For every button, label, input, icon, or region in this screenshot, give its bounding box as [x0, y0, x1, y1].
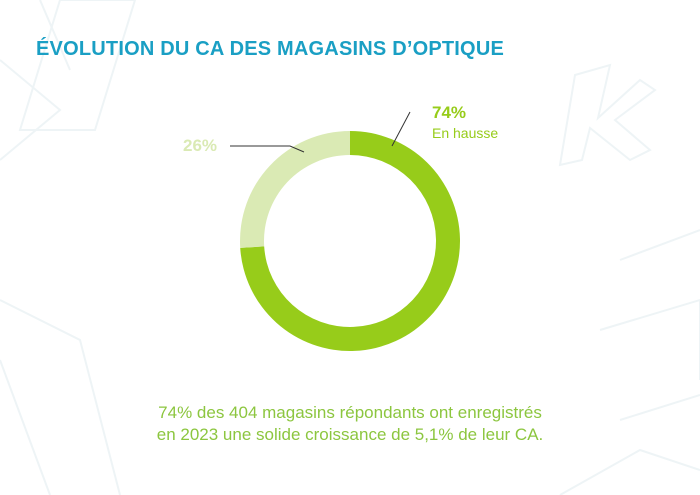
caption: 74% des 404 magasins répondants ont enre… — [0, 402, 700, 446]
slice-label-26: 26% — [183, 136, 217, 155]
slice-label-74: 74% — [432, 103, 466, 122]
slice-sublabel-74: En hausse — [432, 125, 498, 141]
leader-line-26 — [230, 145, 305, 153]
donut-slice-26 — [239, 131, 350, 248]
caption-line-1: 74% des 404 magasins répondants ont enre… — [158, 403, 542, 422]
caption-line-2: en 2023 une solide croissance de 5,1% de… — [156, 425, 544, 444]
page-title: ÉVOLUTION DU CA DES MAGASINS D’OPTIQUE — [36, 38, 505, 60]
leader-line-74 — [391, 111, 411, 147]
